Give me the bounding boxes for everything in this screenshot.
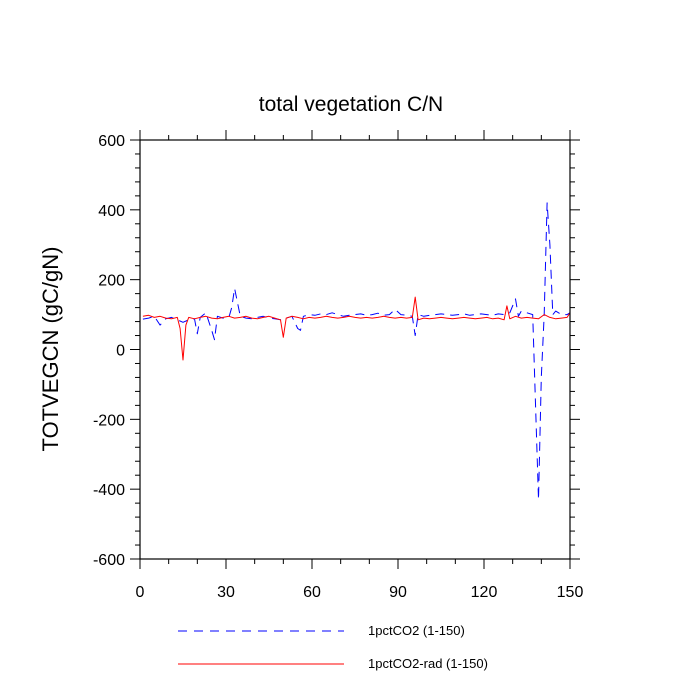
y-tick-label: 400	[98, 203, 125, 220]
x-tick-label: 120	[471, 584, 498, 601]
y-tick-label: -400	[93, 482, 125, 499]
x-tick-label: 60	[303, 584, 321, 601]
x-tick-label: 30	[217, 584, 235, 601]
legend: 1pctCO2 (1-150) 1pctCO2-rad (1-150)	[178, 623, 488, 671]
y-tick-label: -200	[93, 412, 125, 429]
x-tick-label: 0	[136, 584, 145, 601]
x-tick-label: 150	[557, 584, 584, 601]
plot-area: 0 30 60 90 120 150 -600 -400 -200 0 200 400 600	[93, 130, 583, 601]
plot-frame	[139, 139, 571, 560]
y-tick-label: 200	[98, 273, 125, 290]
series-layer	[142, 202, 570, 501]
y-tick-label: -600	[93, 552, 125, 569]
y-tick-label: 600	[98, 133, 125, 150]
y-tick-label: 0	[116, 343, 125, 360]
legend-label: 1pctCO2-rad (1-150)	[368, 656, 488, 671]
series-line-1	[142, 202, 570, 501]
y-axis-label: TOTVEGCN (gC/gN)	[38, 247, 63, 452]
legend-label: 1pctCO2 (1-150)	[368, 623, 465, 638]
x-tick-label: 90	[389, 584, 407, 601]
chart-title: total vegetation C/N	[259, 93, 443, 116]
axis-ticks: 0 30 60 90 120 150 -600 -400 -200 0 200 400 600	[93, 130, 583, 601]
series-line-2	[142, 296, 570, 361]
